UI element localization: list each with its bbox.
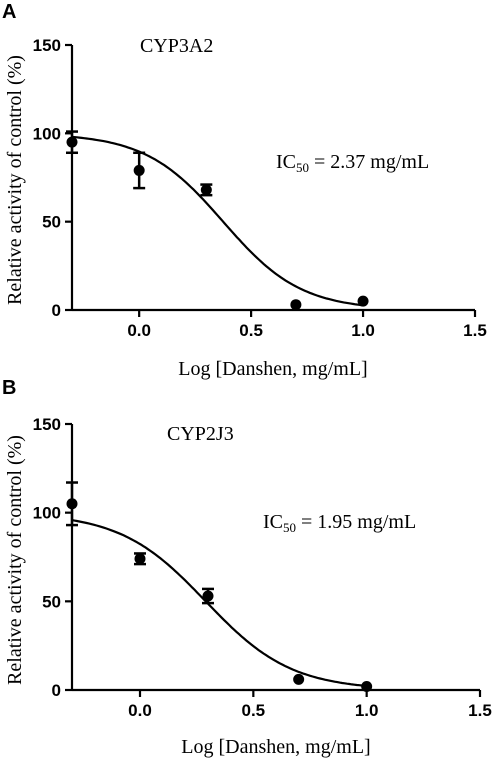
x-tick-label-2: 1.0 <box>355 701 379 720</box>
panel-b-fit-curve <box>71 519 367 688</box>
panel-a-letter: A <box>2 1 16 23</box>
panel-a-ic50-annotation: IC50 = 2.37 mg/mL <box>276 151 429 175</box>
x-tick-label-0: 0.0 <box>128 701 152 720</box>
x-tick-label-1: 0.5 <box>242 701 266 720</box>
data-point-4 <box>361 680 373 692</box>
panel-a-points <box>66 130 369 311</box>
y-tick-label-1: 50 <box>42 213 61 232</box>
panel-b-ic50-annotation: IC50 = 1.95 mg/mL <box>263 511 416 535</box>
panel-b-ticks: 0.0 0.5 1.0 1.5 0 50 100 150 <box>33 415 492 720</box>
data-point-3 <box>293 673 305 685</box>
panel-b-title: CYP2J3 <box>167 423 234 445</box>
data-point-0 <box>66 136 78 148</box>
x-tick-label-2: 1.0 <box>351 321 375 340</box>
x-tick-label-3: 1.5 <box>463 321 487 340</box>
y-tick-label-3: 150 <box>33 415 61 434</box>
x-tick-label-1: 0.5 <box>239 321 263 340</box>
data-point-4 <box>357 295 369 307</box>
data-point-1 <box>134 553 146 565</box>
y-tick-label-0: 0 <box>52 681 61 700</box>
y-tick-label-2: 100 <box>33 504 61 523</box>
panel-a-x-axis-label: Log [Danshen, mg/mL] <box>178 358 367 380</box>
panel-b-y-axis-label: Relative activity of control (%) <box>4 435 26 685</box>
y-tick-label-0: 0 <box>52 301 61 320</box>
x-tick-label-0: 0.0 <box>127 321 151 340</box>
data-point-1 <box>133 164 145 176</box>
y-tick-label-3: 150 <box>33 36 61 55</box>
panel-b-x-axis-label: Log [Danshen, mg/mL] <box>181 736 370 758</box>
panel-a-title: CYP3A2 <box>140 35 213 57</box>
data-point-2 <box>200 184 212 196</box>
panel-a-fit-curve <box>71 135 364 307</box>
panel-a-y-axis-label: Relative activity of control (%) <box>4 55 26 305</box>
data-point-0 <box>66 498 78 510</box>
x-tick-label-3: 1.5 <box>468 701 492 720</box>
data-point-2 <box>202 590 214 602</box>
panel-b-points <box>66 481 373 692</box>
panel-a-chart: A CYP3A2 IC50 = 2.37 mg/mL 0.0 0.5 1.0 1.50… <box>2 1 487 380</box>
panel-b-chart: B CYP2J3 IC50 = 1.95 mg/mL 0.0 0.5 1.0 1.50… <box>2 377 492 758</box>
data-point-3 <box>290 299 302 311</box>
y-tick-label-2: 100 <box>33 124 61 143</box>
panel-b-letter: B <box>2 377 16 399</box>
y-tick-label-1: 50 <box>42 592 61 611</box>
panel-a-ticks: 0.0 0.5 1.0 1.5 0 50 100 150 <box>33 36 487 340</box>
